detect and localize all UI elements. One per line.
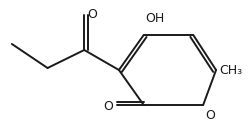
Text: O: O (103, 101, 113, 114)
Text: CH₃: CH₃ (219, 64, 242, 76)
Text: OH: OH (146, 12, 165, 25)
Text: O: O (205, 109, 215, 122)
Text: O: O (87, 8, 97, 21)
